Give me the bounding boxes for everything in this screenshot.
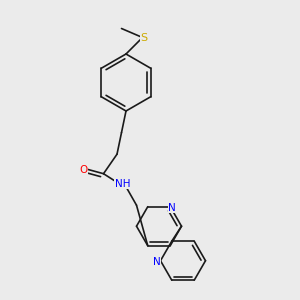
Text: N: N: [153, 257, 161, 267]
Text: N: N: [169, 203, 176, 213]
Text: S: S: [140, 33, 148, 43]
Text: NH: NH: [115, 179, 130, 189]
Text: O: O: [79, 165, 87, 175]
